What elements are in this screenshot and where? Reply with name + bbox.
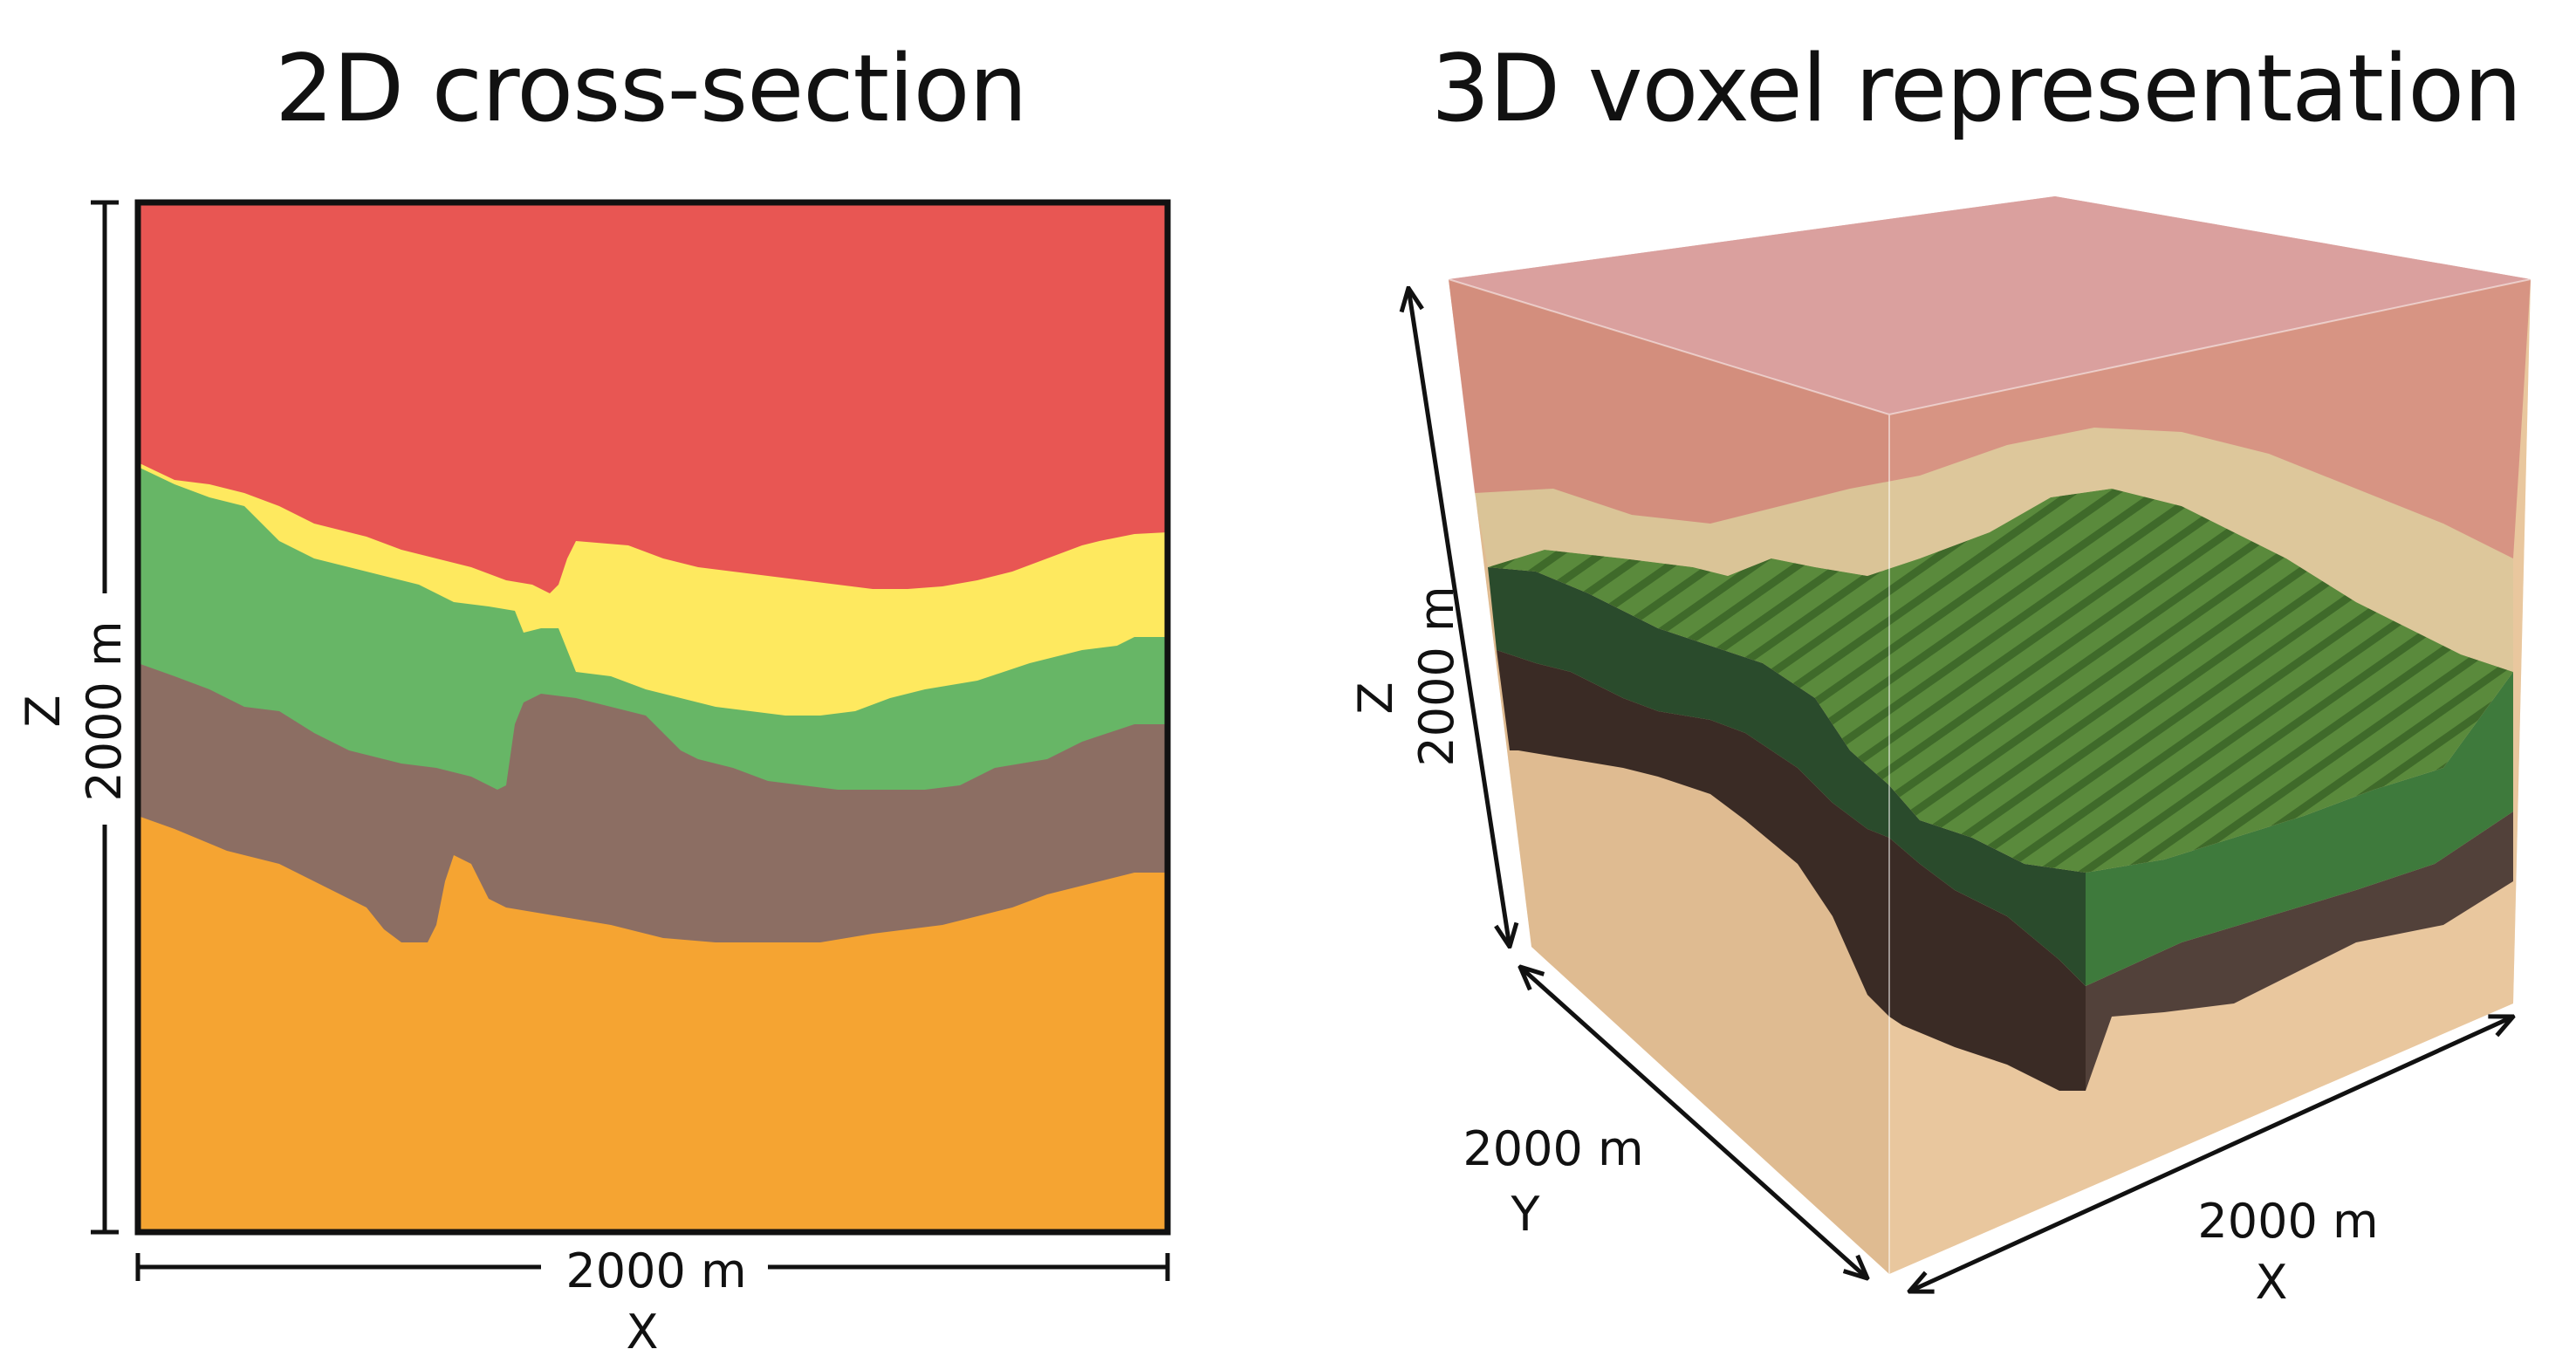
right-x-dimension: 2000 m X	[1909, 1017, 2513, 1310]
voxel-brown-left	[1497, 650, 2086, 1091]
voxel-block	[1448, 196, 2531, 1274]
left-z-axis-label: Z	[16, 695, 71, 728]
right-z-axis-label: Z	[1348, 682, 1403, 715]
block-edges	[1448, 278, 2531, 1274]
left-panel-title: 2D cross-section	[275, 35, 1028, 142]
left-x-dim-label: 2000 m	[565, 1243, 746, 1298]
cross-section-panel	[134, 199, 1171, 1236]
left-z-dimension: 2000 m Z	[16, 200, 132, 1235]
right-x-axis-label: X	[2256, 1255, 2288, 1310]
section-frame	[134, 199, 1171, 1236]
voxel-green-left	[1488, 567, 2086, 986]
left-x-dimension: 2000 m X	[135, 1243, 1170, 1360]
right-y-dimension: 2000 m Y	[1463, 967, 1867, 1278]
voxel-green-right	[2086, 672, 2513, 986]
block-top-face	[1449, 196, 2531, 414]
voxel-brown-right	[2086, 812, 2513, 1091]
voxel-yellow-band	[1475, 428, 2513, 672]
right-x-dim-label: 2000 m	[2197, 1194, 2378, 1249]
layer-red	[138, 202, 1168, 593]
right-y-axis-label: Y	[1511, 1187, 1541, 1242]
right-panel-title: 3D voxel representation	[1431, 35, 2522, 142]
left-x-axis-label: X	[627, 1305, 659, 1360]
left-z-dim-label: 2000 m	[77, 620, 132, 801]
voxel-green-top-surface	[1488, 489, 2513, 873]
right-z-dim-label: 2000 m	[1409, 586, 1464, 766]
right-z-dimension: 2000 m Z	[1348, 288, 1510, 947]
right-y-dim-label: 2000 m	[1463, 1121, 1643, 1176]
